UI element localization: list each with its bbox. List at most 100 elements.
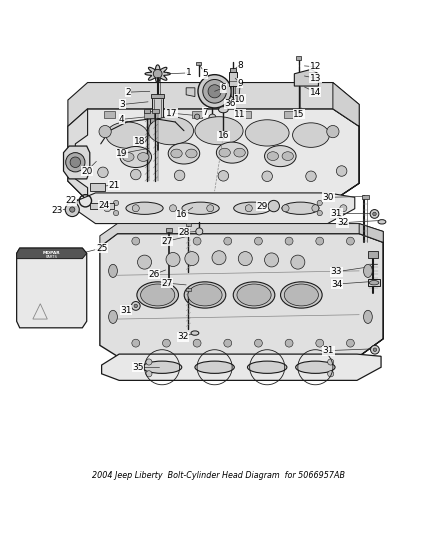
Ellipse shape — [233, 282, 275, 308]
Ellipse shape — [282, 202, 319, 214]
Text: 34: 34 — [332, 279, 343, 288]
Ellipse shape — [219, 107, 228, 113]
Text: 31: 31 — [331, 208, 342, 217]
Circle shape — [185, 252, 199, 265]
Text: 4: 4 — [119, 115, 124, 124]
Bar — [90, 183, 105, 191]
Bar — [152, 97, 163, 121]
Text: 2004 Jeep Liberty  Bolt-Cylinder Head Diagram  for 5066957AB: 2004 Jeep Liberty Bolt-Cylinder Head Dia… — [92, 471, 346, 480]
Circle shape — [194, 114, 200, 119]
Circle shape — [346, 339, 354, 347]
Circle shape — [291, 255, 305, 269]
Circle shape — [99, 125, 111, 138]
Text: 31: 31 — [120, 306, 132, 315]
Circle shape — [170, 205, 177, 212]
Ellipse shape — [168, 143, 200, 164]
Ellipse shape — [126, 202, 163, 214]
Polygon shape — [359, 223, 383, 356]
Polygon shape — [145, 65, 170, 83]
Circle shape — [340, 205, 347, 212]
Ellipse shape — [138, 152, 149, 161]
Text: 12: 12 — [310, 62, 321, 71]
Circle shape — [113, 211, 119, 216]
Text: 2: 2 — [125, 87, 131, 96]
Bar — [144, 111, 154, 118]
Text: 32: 32 — [337, 218, 348, 227]
Circle shape — [196, 228, 203, 235]
Ellipse shape — [184, 282, 226, 308]
Circle shape — [224, 237, 232, 245]
Text: 16: 16 — [218, 132, 229, 141]
Circle shape — [373, 348, 377, 351]
Text: 19: 19 — [116, 149, 127, 158]
Text: 29: 29 — [256, 201, 268, 211]
Ellipse shape — [265, 146, 296, 167]
Polygon shape — [294, 69, 318, 86]
Ellipse shape — [195, 361, 234, 374]
Text: 28: 28 — [178, 228, 190, 237]
Ellipse shape — [219, 148, 230, 157]
Bar — [186, 223, 191, 226]
Circle shape — [245, 205, 252, 212]
Ellipse shape — [282, 152, 293, 160]
Circle shape — [316, 237, 324, 245]
Bar — [196, 61, 201, 65]
Circle shape — [218, 171, 229, 181]
Ellipse shape — [123, 152, 134, 161]
Text: 21: 21 — [108, 181, 120, 190]
Circle shape — [254, 237, 262, 245]
Circle shape — [285, 237, 293, 245]
Text: 35: 35 — [132, 363, 144, 372]
Ellipse shape — [182, 202, 219, 214]
Circle shape — [328, 359, 334, 365]
Text: 32: 32 — [177, 332, 189, 341]
Ellipse shape — [171, 149, 182, 158]
Circle shape — [317, 200, 322, 206]
Circle shape — [208, 85, 221, 98]
Text: 7: 7 — [202, 108, 208, 117]
Bar — [368, 279, 380, 286]
Ellipse shape — [284, 284, 318, 306]
Polygon shape — [186, 88, 195, 96]
Circle shape — [207, 205, 214, 212]
Circle shape — [346, 237, 354, 245]
Circle shape — [306, 171, 316, 182]
Ellipse shape — [120, 147, 152, 167]
Circle shape — [146, 371, 152, 377]
Text: 30: 30 — [323, 193, 334, 202]
Circle shape — [282, 205, 289, 212]
Circle shape — [132, 339, 140, 347]
Ellipse shape — [191, 331, 199, 335]
Polygon shape — [77, 193, 355, 223]
Ellipse shape — [369, 280, 379, 285]
Bar — [144, 109, 150, 113]
Text: 14: 14 — [310, 87, 321, 96]
Bar — [240, 111, 251, 118]
Circle shape — [131, 169, 141, 180]
Circle shape — [224, 339, 232, 347]
Circle shape — [70, 207, 75, 212]
Text: 26: 26 — [148, 270, 160, 279]
Circle shape — [371, 345, 379, 354]
Text: 3: 3 — [120, 100, 126, 109]
Bar — [296, 56, 301, 60]
Circle shape — [134, 304, 138, 308]
Ellipse shape — [293, 123, 329, 147]
Bar — [151, 94, 164, 98]
Circle shape — [265, 253, 279, 267]
Circle shape — [162, 339, 170, 347]
Circle shape — [66, 152, 85, 172]
Circle shape — [98, 167, 108, 177]
Bar — [229, 72, 237, 86]
Bar — [90, 204, 114, 209]
Circle shape — [312, 205, 319, 212]
Text: 15: 15 — [293, 110, 304, 118]
Circle shape — [104, 205, 111, 212]
Ellipse shape — [280, 282, 322, 308]
Bar — [150, 118, 166, 123]
Circle shape — [113, 200, 119, 206]
Circle shape — [70, 157, 81, 167]
Circle shape — [198, 75, 231, 108]
Circle shape — [328, 371, 334, 377]
Text: 5: 5 — [202, 69, 208, 78]
